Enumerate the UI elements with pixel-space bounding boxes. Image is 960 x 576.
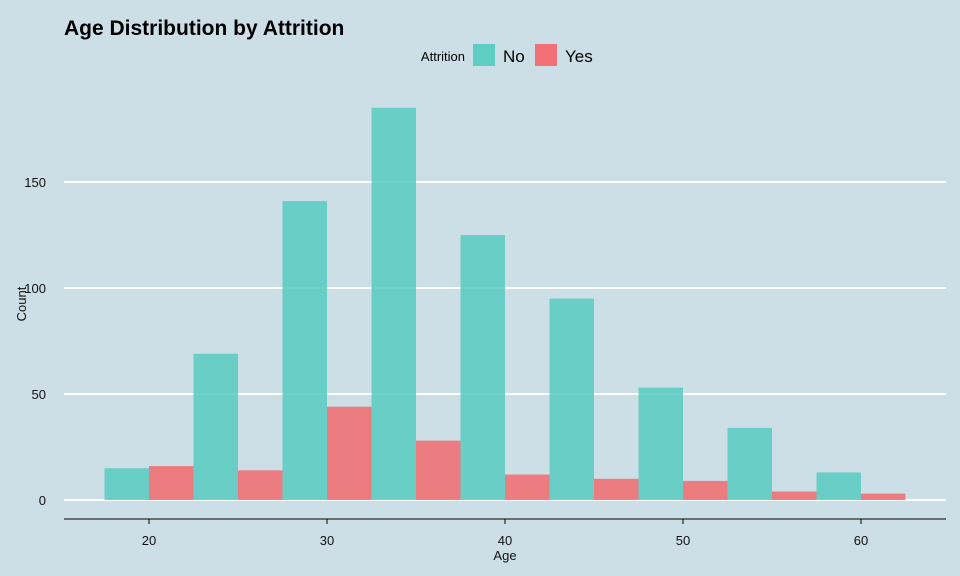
- bar-no-45: [549, 298, 594, 500]
- legend: Attrition No Yes: [421, 44, 593, 66]
- chart-title: Age Distribution by Attrition: [64, 17, 344, 40]
- y-tick-label-150: 150: [24, 175, 46, 190]
- bar-no-60: [816, 472, 861, 500]
- legend-swatch-no: [473, 44, 495, 66]
- legend-swatch-yes: [535, 44, 557, 66]
- x-tick-label-50: 50: [676, 533, 690, 548]
- x-tick-label-30: 30: [320, 533, 334, 548]
- bar-yes-60: [861, 493, 906, 500]
- x-axis-ticks: 20 30 40 50 60: [142, 519, 868, 548]
- bar-no-55: [727, 427, 772, 500]
- x-axis-title: Age: [493, 548, 516, 563]
- x-tick-label-60: 60: [854, 533, 868, 548]
- bar-no-20: [104, 468, 149, 500]
- bar-no-50: [638, 387, 683, 500]
- bar-yes-45: [594, 478, 639, 500]
- bars: [104, 107, 906, 501]
- bar-yes-55: [772, 491, 817, 500]
- bar-yes-50: [683, 480, 728, 500]
- y-axis-ticks: 0 50 100 150: [24, 175, 46, 508]
- y-axis-title: Count: [14, 286, 29, 321]
- bar-no-25: [193, 353, 238, 500]
- bar-yes-40: [505, 474, 550, 500]
- bar-yes-30: [327, 406, 372, 500]
- y-tick-label-50: 50: [32, 387, 46, 402]
- bar-yes-35: [416, 440, 461, 500]
- x-tick-label-20: 20: [142, 533, 156, 548]
- bar-no-30: [282, 201, 327, 500]
- bar-yes-25: [238, 470, 283, 500]
- y-tick-label-0: 0: [39, 493, 46, 508]
- legend-label-no: No: [503, 47, 525, 66]
- bar-no-40: [460, 235, 505, 500]
- y-tick-label-100: 100: [24, 281, 46, 296]
- legend-label-yes: Yes: [565, 47, 593, 66]
- bar-no-35: [371, 107, 416, 501]
- legend-title: Attrition: [421, 49, 465, 64]
- x-tick-label-40: 40: [498, 533, 512, 548]
- bar-yes-20: [149, 466, 194, 500]
